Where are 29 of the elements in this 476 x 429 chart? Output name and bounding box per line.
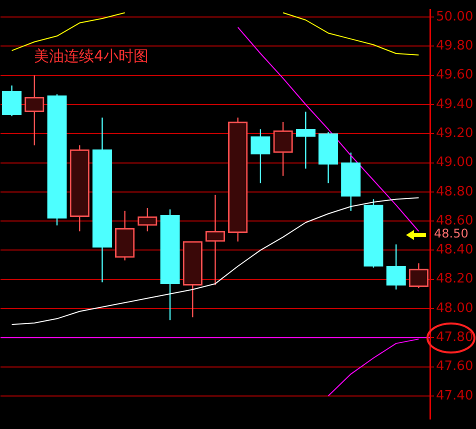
- candlestick: [273, 121, 293, 176]
- candlestick: [2, 84, 22, 117]
- candlestick: [296, 111, 316, 170]
- candlestick: [182, 241, 202, 318]
- candlestick: [160, 208, 180, 321]
- y-tick-label: 47.40: [436, 388, 474, 404]
- y-tick-label: 49.00: [436, 155, 474, 170]
- y-tick-label: 49.20: [436, 126, 474, 142]
- y-tick-label: 48.00: [436, 300, 474, 316]
- candlestick: [115, 210, 135, 261]
- candlestick: [341, 152, 361, 212]
- candlestick: [228, 117, 248, 242]
- y-tick-label: 50.00: [436, 9, 474, 24]
- y-tick-label: 48.80: [436, 184, 474, 200]
- candlestick: [318, 132, 338, 184]
- text: 48.50: [434, 226, 468, 241]
- y-tick-label: 49.60: [436, 68, 474, 83]
- candlestick: [92, 117, 112, 283]
- y-tick-label: 48.60: [436, 213, 474, 228]
- y-tick-label: 47.80: [436, 330, 474, 345]
- y-tick-label: 48.20: [436, 272, 474, 287]
- text: 美油连续4小时图: [34, 46, 149, 65]
- y-tick-label: 49.40: [436, 96, 474, 112]
- y-tick-label: 47.60: [436, 359, 474, 374]
- candlestick: [70, 144, 90, 232]
- y-tick-label: 48.40: [436, 242, 474, 258]
- candlestick: [205, 194, 226, 286]
- y-tick-label: 49.80: [436, 38, 474, 54]
- candlestick: [138, 207, 158, 232]
